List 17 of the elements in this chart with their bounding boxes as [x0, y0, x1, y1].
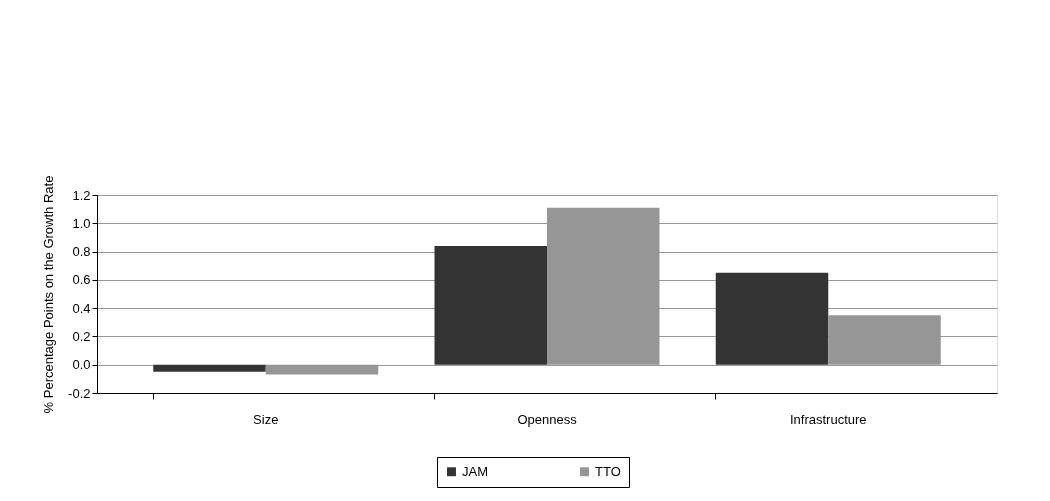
x-tick-label: Openness [517, 411, 578, 427]
y-tick-label: 1.0 [72, 215, 91, 231]
bar [434, 245, 547, 365]
legend-label: JAM [462, 463, 488, 479]
y-tick-label: 0.2 [72, 328, 91, 344]
legend-label: TTO [595, 463, 621, 479]
bar [153, 364, 266, 372]
y-tick-label: 1.2 [72, 187, 91, 203]
y-axis-title: % Percentage Points on the Growth Rate [41, 175, 57, 414]
y-tick-label: 0.6 [72, 272, 91, 288]
x-tick-label: Size [253, 411, 279, 427]
y-tick-label: -0.2 [68, 385, 91, 401]
y-tick-label: 0.8 [72, 244, 91, 260]
y-tick-label: 0.0 [72, 357, 91, 373]
x-tick-label: Infrastructure [789, 411, 867, 427]
y-tick-label: 0.4 [72, 300, 91, 316]
bar [715, 272, 829, 365]
